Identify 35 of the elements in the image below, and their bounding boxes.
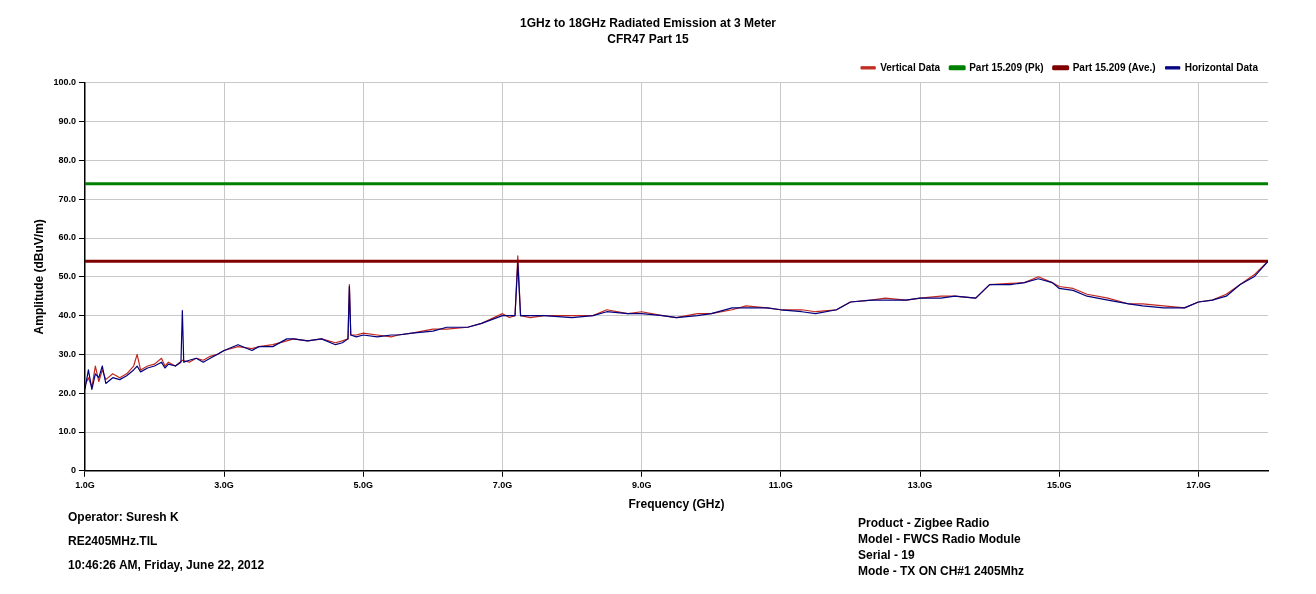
x-axis-title: Frequency (GHz)	[628, 497, 725, 512]
text: Product - Zigbee Radio	[858, 516, 991, 530]
legend-label: Part 15.209 (Ave.)	[1072, 61, 1156, 73]
y-axis-title: Amplitude (dBuV/m)	[31, 219, 46, 335]
legend-label: Vertical Data	[880, 61, 941, 73]
x-tick-label: 15.0G	[1046, 479, 1072, 490]
x-tick-label: 7.0G	[492, 479, 513, 490]
y-tick-label: 0	[70, 465, 76, 476]
y-tick-label: 50.0	[58, 271, 76, 282]
y-tick-label: 20.0	[58, 387, 76, 398]
text: Serial - 19	[858, 548, 916, 562]
legend-label: Part 15.209 (Pk)	[969, 61, 1044, 73]
legend-label: Horizontal Data	[1184, 61, 1259, 73]
y-tick-label: 100.0	[53, 77, 76, 88]
y-tick-label: 10.0	[58, 426, 76, 437]
text: RE2405MHz.TIL	[68, 534, 159, 548]
y-tick-label: 90.0	[58, 116, 76, 127]
x-tick-label: 11.0G	[768, 479, 793, 490]
y-tick-label: 40.0	[58, 310, 76, 321]
text: 10:46:26 AM, Friday, June 22, 2012	[68, 558, 265, 572]
y-tick-label: 60.0	[58, 232, 76, 243]
y-tick-label: 30.0	[58, 348, 76, 359]
chart-subtitle: CFR47 Part 15	[607, 31, 690, 46]
x-tick-label: 9.0G	[631, 479, 652, 490]
chart-title: 1GHz to 18GHz Radiated Emission at 3 Meter	[519, 15, 777, 30]
y-tick-label: 70.0	[58, 193, 76, 204]
x-tick-label: 5.0G	[353, 479, 374, 490]
y-tick-label: 80.0	[58, 154, 76, 165]
text: Model - FWCS Radio Module	[858, 532, 1022, 546]
text: Operator: Suresh K	[68, 510, 180, 524]
x-tick-label: 17.0G	[1186, 479, 1211, 490]
x-tick-label: 3.0G	[214, 479, 234, 490]
x-tick-label: 1.0G	[75, 479, 95, 490]
x-tick-label: 13.0G	[907, 479, 933, 490]
text: Mode - TX ON CH#1 2405Mhz	[858, 564, 1025, 578]
